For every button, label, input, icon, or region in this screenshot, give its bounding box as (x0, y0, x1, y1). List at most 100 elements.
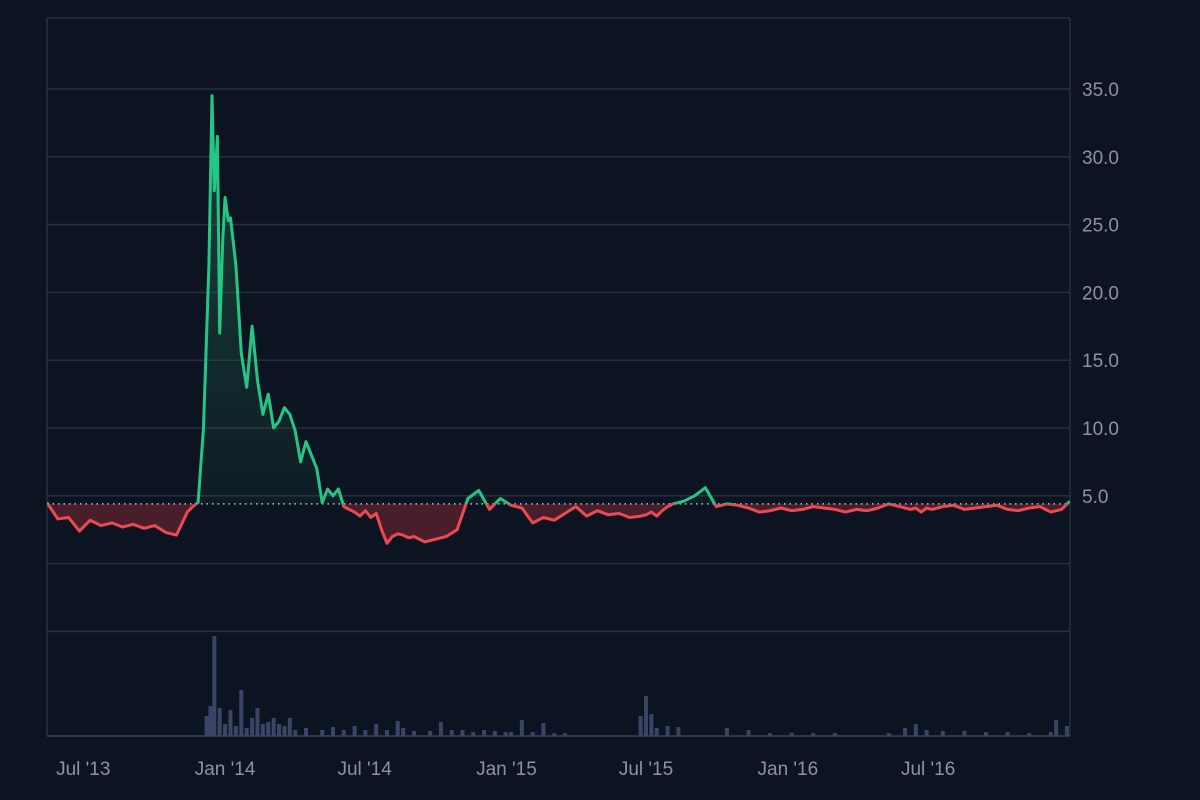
volume-bar (519, 720, 524, 736)
data-point (100, 524, 102, 526)
y-tick-label: 35.0 (1082, 80, 1119, 101)
data-point (310, 454, 312, 456)
data-point (370, 516, 372, 518)
volume-bar (665, 726, 670, 736)
data-point (407, 537, 409, 539)
data-point (925, 507, 927, 509)
volume-bar (983, 732, 988, 736)
data-point (585, 515, 587, 517)
data-point (434, 538, 436, 540)
volume-bar (563, 733, 568, 736)
data-point (111, 522, 113, 524)
volume-bar (1054, 720, 1059, 736)
data-point (413, 535, 415, 537)
data-point (1069, 500, 1071, 502)
volume-bar (255, 708, 260, 736)
data-point (246, 386, 248, 388)
data-point (629, 516, 631, 518)
data-point (197, 501, 199, 503)
data-point (424, 541, 426, 543)
data-point (672, 503, 674, 505)
volume-bar (638, 716, 643, 736)
volume-bar (282, 726, 287, 736)
y-tick-label: 10.0 (1082, 419, 1119, 440)
volume-bar (223, 724, 228, 736)
data-point (418, 538, 420, 540)
data-point (165, 531, 167, 533)
data-point (202, 427, 204, 429)
data-point (920, 511, 922, 513)
data-point (1028, 507, 1030, 509)
data-point (67, 516, 69, 518)
data-point (89, 519, 91, 521)
data-point (952, 504, 954, 506)
data-point (57, 518, 59, 520)
data-point (46, 501, 48, 503)
data-point (704, 487, 706, 489)
volume-bars (204, 636, 1069, 736)
volume-bar (1005, 732, 1010, 736)
data-point (564, 512, 566, 514)
volume-bar (208, 706, 213, 736)
y-tick-label: 15.0 (1082, 351, 1119, 372)
volume-bar (363, 730, 368, 736)
volume-bar (541, 723, 546, 736)
volume-bar (1048, 732, 1053, 736)
data-point (855, 508, 857, 510)
volume-bar (331, 727, 336, 736)
data-point (618, 512, 620, 514)
price-line (46, 94, 1071, 545)
data-point (192, 505, 194, 507)
data-point (272, 427, 274, 429)
data-point (208, 264, 210, 266)
volume-bar (374, 724, 379, 736)
volume-bar (449, 730, 454, 736)
volume-bar (962, 731, 967, 736)
volume-bar (287, 718, 292, 736)
data-point (216, 135, 218, 137)
volume-bar (212, 636, 217, 736)
data-point (278, 420, 280, 422)
y-tick-label: 20.0 (1082, 283, 1119, 304)
data-point (143, 527, 145, 529)
volume-bar (244, 728, 249, 736)
data-point (251, 325, 253, 327)
data-point (877, 507, 879, 509)
data-point (294, 430, 296, 432)
volume-bar (643, 696, 648, 736)
volume-bar (832, 733, 837, 736)
volume-bar (649, 714, 654, 736)
data-point (845, 511, 847, 513)
data-point (78, 530, 80, 532)
volume-bar (924, 730, 929, 736)
volume-bar (471, 732, 476, 736)
data-point (639, 515, 641, 517)
data-point (227, 219, 229, 221)
data-point (386, 542, 388, 544)
data-point (262, 413, 264, 415)
data-point (132, 523, 134, 525)
volume-bar (384, 730, 389, 736)
data-point (575, 505, 577, 507)
data-point (510, 504, 512, 506)
volume-bar (503, 732, 508, 736)
data-point (391, 535, 393, 537)
data-point (213, 190, 215, 192)
data-point (121, 526, 123, 528)
x-tick-label: Jul '13 (56, 759, 110, 780)
data-point (1017, 510, 1019, 512)
volume-bar (789, 733, 794, 736)
data-point (715, 505, 717, 507)
data-point (456, 529, 458, 531)
volume-bar (654, 728, 659, 736)
volume-bar (250, 718, 255, 736)
y-tick-label: 25.0 (1082, 216, 1119, 237)
data-point (812, 505, 814, 507)
data-point (305, 440, 307, 442)
volume-bar (746, 730, 751, 736)
data-point (596, 510, 598, 512)
data-point (467, 497, 469, 499)
data-point (224, 196, 226, 198)
